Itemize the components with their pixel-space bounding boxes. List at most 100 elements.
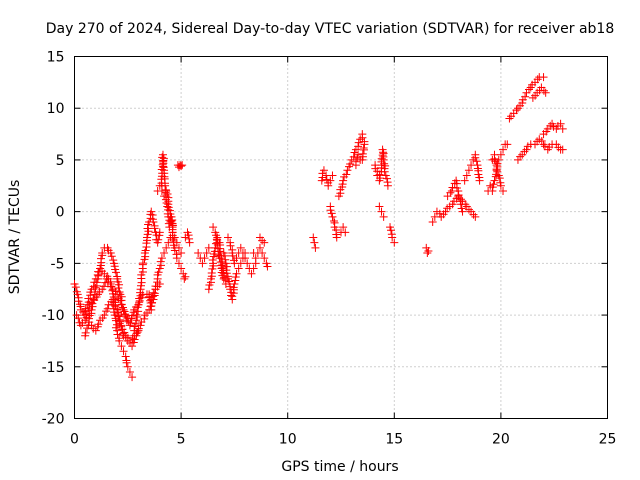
data-point [95,268,104,277]
data-point [513,155,522,164]
data-point [123,362,132,371]
data-point [491,157,500,166]
data-point [109,298,118,307]
data-point [76,305,85,314]
data-point [328,171,337,180]
data-point [528,93,537,102]
y-tick-label: 5 [56,153,65,169]
data-point [154,235,163,244]
data-point [446,188,455,197]
x-tick-label: 10 [279,432,297,448]
data-point [390,238,399,247]
data-point [164,238,173,247]
data-point [168,223,177,232]
data-point [231,273,240,282]
data-point [87,305,96,314]
data-point [520,147,529,156]
data-point [226,241,235,250]
data-point [116,317,125,326]
data-point [71,283,80,292]
data-point [155,264,164,273]
data-point [217,268,226,277]
data-point [377,207,386,216]
axis-ticks [74,56,608,419]
data-point [107,252,116,261]
data-point [149,217,158,226]
x-tick-label: 0 [70,432,79,448]
x-axis-label: GPS time / hours [281,459,398,475]
data-point [202,249,211,258]
data-point [349,152,358,161]
data-point [181,272,190,281]
data-point [170,246,179,255]
y-tick-label: -15 [42,360,65,376]
data-point [255,243,264,252]
data-point [115,336,124,345]
data-point [247,269,256,278]
data-point [163,189,172,198]
data-point [518,99,527,108]
y-tick-label: 10 [47,101,65,117]
data-point [159,154,168,163]
data-point [162,243,171,252]
data-point [489,180,498,189]
data-point [177,162,186,171]
data-point [324,181,333,190]
data-point [108,286,117,295]
data-point [122,358,131,367]
data-point [516,152,525,161]
data-point [198,259,207,268]
data-point [354,150,363,159]
data-point [234,264,243,273]
data-point [354,138,363,147]
data-point [85,311,94,320]
data-point [150,289,159,298]
data-point [147,207,156,216]
data-point [358,133,367,142]
data-point [230,259,239,268]
data-point [499,145,508,154]
data-point [82,310,91,319]
data-point [155,228,164,237]
data-point [224,233,233,242]
data-point [539,140,548,149]
data-point [328,212,337,221]
data-point [471,153,480,162]
data-point [222,262,231,271]
data-point [441,207,450,216]
data-point [225,277,234,286]
data-point [117,300,126,309]
data-point [74,314,83,323]
data-point [106,249,115,258]
data-point [326,176,335,185]
data-point [356,155,365,164]
data-point [505,114,514,123]
data-point [99,282,108,291]
data-point [89,294,98,303]
data-point [343,166,352,175]
data-point [382,174,391,183]
data-point [339,223,348,232]
data-point [238,249,247,258]
data-point [327,209,336,218]
data-point [149,295,158,304]
data-point [143,224,152,233]
data-point [232,269,241,278]
data-point [310,238,319,247]
data-point [495,174,504,183]
data-point [212,231,221,240]
data-point [111,302,120,311]
data-point [423,249,432,258]
data-point [160,249,169,258]
data-point [102,274,111,283]
data-point [160,192,169,201]
data-point [229,283,238,292]
data-point [136,321,145,330]
data-point [162,198,171,207]
data-point [87,321,96,330]
chart-title: Day 270 of 2024, Sidereal Day-to-day VTE… [46,21,615,37]
data-point [212,235,221,244]
data-point [464,166,473,175]
data-point [151,282,160,291]
data-point [522,145,531,154]
